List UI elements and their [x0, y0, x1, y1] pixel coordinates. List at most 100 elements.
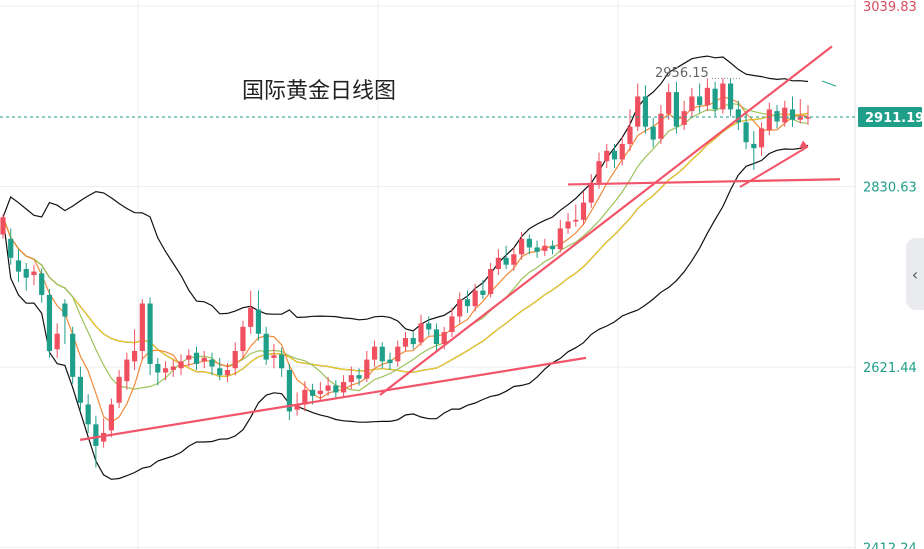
candle-body-48	[371, 346, 378, 360]
candle-body-53	[410, 338, 416, 345]
candle-body-30	[232, 350, 238, 369]
candle-body-65	[503, 257, 509, 265]
candle-body-11	[85, 404, 91, 425]
candle-body-80	[619, 143, 625, 160]
high-annotation: 2956.15	[655, 66, 709, 81]
trendlines	[0, 45, 855, 441]
candle-body-104	[805, 117, 811, 119]
candle-body-83	[642, 96, 649, 127]
candle-body-25	[193, 352, 200, 364]
candle-body-92	[712, 88, 718, 110]
candle-body-60	[464, 299, 471, 307]
candle-body-47	[364, 359, 370, 379]
candle-body-54	[418, 323, 424, 343]
y-tick-label-2: 2621.44	[863, 361, 917, 376]
horizontal-support-line	[567, 178, 841, 186]
candle-body-61	[472, 290, 478, 307]
candle-body-59	[457, 299, 463, 317]
candle-body-73	[565, 221, 571, 229]
candle-body-26	[201, 357, 207, 362]
candle-body-68	[526, 238, 532, 248]
candle-body-16	[124, 359, 130, 382]
candle-body-88	[681, 111, 687, 125]
candle-body-72	[557, 228, 563, 250]
y-tick-label-3: 2412.24	[863, 542, 917, 549]
candle-body-69	[534, 247, 540, 252]
candle-body-7	[54, 333, 60, 350]
candle-body-9	[70, 333, 76, 377]
candle-body-79	[611, 150, 618, 160]
candle-body-58	[449, 316, 455, 333]
chart-title: 国际黄金日线图	[242, 79, 396, 104]
candle-body-31	[240, 326, 246, 351]
candle-body-101	[782, 107, 788, 123]
current-price-label: 2911.19	[865, 111, 924, 126]
candle-body-10	[77, 376, 84, 403]
forecast-arrowhead	[799, 140, 808, 149]
candle-body-71	[549, 245, 556, 250]
candle-body-34	[263, 333, 269, 360]
candle-body-32	[248, 307, 254, 327]
candle-body-46	[356, 375, 362, 379]
candle-body-27	[209, 359, 215, 367]
current-price-tag	[858, 106, 922, 127]
candle-body-40	[310, 389, 316, 396]
ma20-line	[2, 112, 809, 378]
candle-body-43	[333, 385, 339, 393]
candle-body-38	[294, 404, 300, 410]
y-tick-label-0: 3039.83	[863, 0, 917, 15]
candle-body-0	[0, 217, 6, 235]
candle-body-20	[155, 363, 161, 373]
candle-body-66	[511, 254, 517, 265]
candle-body-24	[186, 355, 192, 360]
candle-body-74	[573, 219, 579, 222]
candle-body-28	[217, 368, 223, 376]
candle-body-97	[751, 143, 757, 149]
candle-body-33	[255, 309, 262, 334]
boll-upper	[2, 55, 809, 332]
y-tick-label-1: 2830.63	[863, 181, 917, 196]
ma5-line	[2, 95, 809, 423]
candle-body-62	[480, 290, 486, 295]
candle-body-52	[402, 338, 409, 347]
candle-body-103	[797, 116, 803, 120]
moving-averages	[2, 95, 809, 423]
candle-body-45	[348, 375, 354, 383]
candle-body-37	[286, 369, 292, 412]
candle-body-18	[139, 303, 145, 351]
candle-body-95	[735, 109, 741, 123]
candle-body-3	[23, 269, 29, 278]
candle-body-8	[62, 303, 68, 317]
candle-body-82	[635, 96, 641, 127]
chevron-left-icon: ‹	[911, 264, 919, 284]
candle-body-56	[433, 329, 440, 345]
collapse-panel-button[interactable]: ‹	[906, 238, 924, 310]
candle-body-41	[317, 390, 323, 395]
candle-body-2	[15, 260, 22, 272]
candle-body-55	[426, 323, 432, 330]
candle-body-93	[720, 83, 726, 110]
candle-body-67	[519, 238, 525, 255]
candle-body-29	[224, 369, 231, 376]
candle-body-50	[387, 359, 393, 364]
bollinger-bands	[2, 55, 809, 480]
candle-body-12	[93, 424, 99, 446]
candle-body-17	[131, 350, 138, 362]
candle-body-22	[170, 366, 176, 370]
candle-body-44	[340, 382, 347, 393]
candle-body-78	[604, 150, 610, 162]
candle-body-21	[162, 368, 169, 373]
candle-body-99	[766, 109, 772, 131]
candle-body-70	[542, 245, 548, 251]
candle-body-36	[279, 354, 285, 369]
candle-body-49	[379, 346, 385, 362]
candle-body-98	[758, 128, 765, 148]
support-trendline-lower	[79, 356, 587, 441]
candle-body-96	[743, 122, 749, 143]
candle-body-42	[325, 385, 331, 391]
candle-body-23	[178, 361, 184, 369]
candle-body-1	[8, 238, 14, 258]
forecast-arrow	[739, 145, 809, 188]
candle-body-100	[774, 111, 780, 122]
